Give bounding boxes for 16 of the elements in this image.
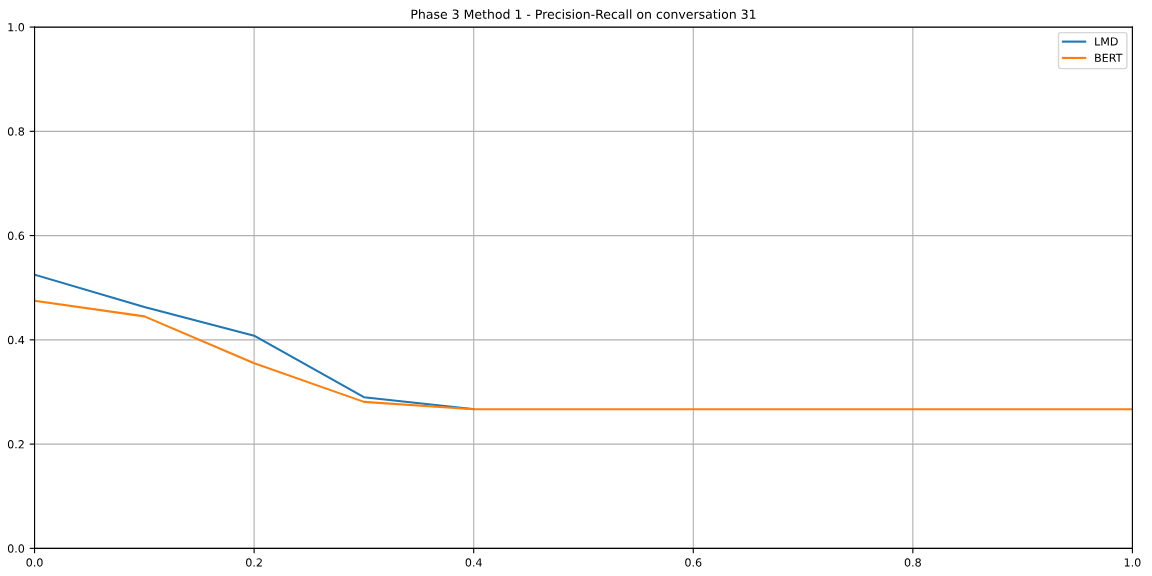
- legend-label: BERT: [1095, 53, 1123, 62]
- chart-title: Phase 3 Method 1 - Precision-Recall on conversation 31: [411, 9, 756, 19]
- x-tick-label: 0.8: [904, 558, 921, 567]
- line-series: [34, 299, 1133, 411]
- y-tick-label: 0.0: [7, 544, 25, 553]
- y-tick-label: 0.8: [7, 127, 25, 136]
- x-tick-label: 1.0: [1124, 558, 1141, 567]
- y-tick-label: 1.0: [8, 23, 25, 32]
- x-tick-label: 0.6: [685, 558, 702, 567]
- legend-label: LMD: [1095, 37, 1118, 46]
- y-tick-label: 0.6: [7, 231, 25, 240]
- x-tick-label: 0.2: [246, 558, 262, 567]
- y-tick-label: 0.2: [7, 440, 24, 449]
- y-tick-label: 0.4: [7, 335, 25, 345]
- x-tick-label: 0.0: [26, 558, 43, 567]
- x-tick-label: 0.4: [465, 558, 482, 567]
